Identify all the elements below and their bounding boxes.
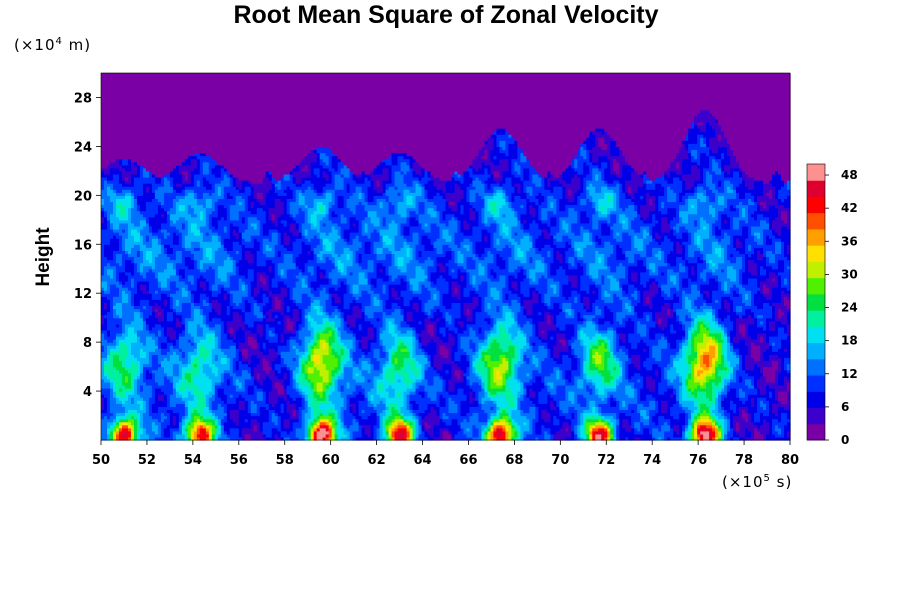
- y-unit-suffix: m): [63, 36, 91, 54]
- y-axis-label: Height: [33, 227, 54, 287]
- y-unit-exponent: 4: [56, 36, 63, 47]
- y-unit-label: (×104 m): [14, 36, 91, 54]
- y-unit-prefix: (×10: [14, 36, 56, 54]
- heatmap-plot: [101, 73, 791, 441]
- chart-title: Root Mean Square of Zonal Velocity: [233, 1, 658, 29]
